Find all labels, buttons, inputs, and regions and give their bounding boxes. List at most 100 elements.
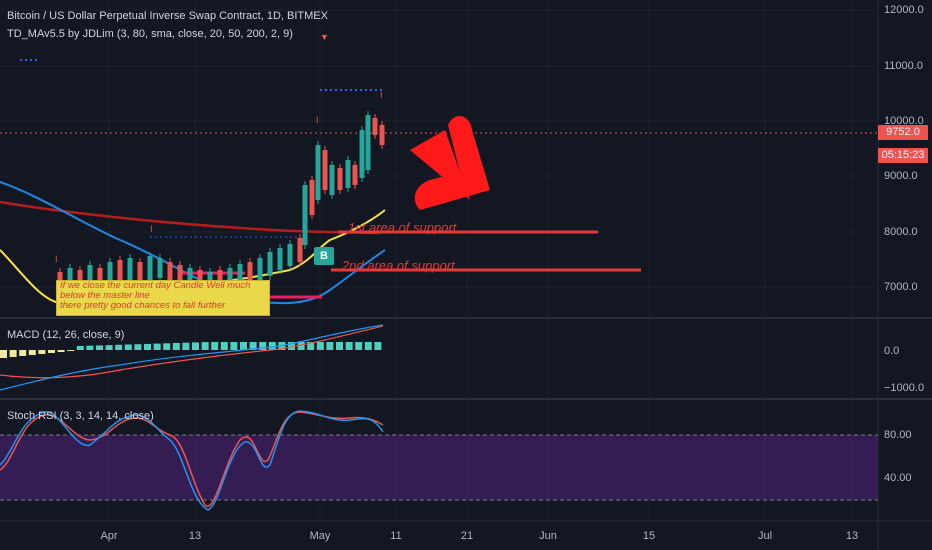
- rsi-axis-label: 40.00: [884, 472, 912, 484]
- note-box[interactable]: [56, 280, 270, 316]
- td-marker-icon: I: [150, 224, 153, 234]
- candle-body: [107, 262, 113, 290]
- macd-histogram-bar: [326, 342, 334, 350]
- td-marker-icon: ▼: [320, 32, 329, 42]
- note-line: there pretty good chances to fall furthe…: [60, 300, 226, 311]
- macd-histogram-bar: [307, 342, 315, 350]
- support-label-2[interactable]: 2nd area of support: [342, 258, 455, 273]
- macd-signal-line: [0, 325, 384, 379]
- candle-body: [117, 260, 123, 285]
- candle-body: [297, 238, 303, 262]
- candle-body: [277, 248, 283, 270]
- rsi-band: [0, 435, 878, 500]
- candle-body: [359, 130, 365, 178]
- candle-body: [247, 262, 253, 285]
- macd-histogram-bar: [182, 342, 190, 350]
- candle-body: [237, 264, 243, 288]
- macd-histogram-bar: [259, 342, 267, 350]
- macd-histogram-bar: [163, 343, 171, 350]
- candle-body: [167, 262, 173, 282]
- macd-title[interactable]: MACD (12, 26, close, 9): [7, 329, 125, 341]
- candle-body: [137, 262, 143, 290]
- macd-histogram-bar: [134, 344, 142, 350]
- candle-body: [315, 145, 321, 200]
- date-label: May: [309, 530, 331, 542]
- macd-histogram-bar: [48, 350, 55, 353]
- date-label: Jun: [539, 530, 557, 542]
- candle-body: [87, 265, 93, 288]
- candle-body: [257, 258, 263, 280]
- macd-histogram-bar: [268, 342, 276, 350]
- macd-histogram-bar: [28, 350, 36, 355]
- price-axis-label: 10000.0: [884, 115, 924, 127]
- macd-histogram-bar: [374, 342, 382, 350]
- countdown-tag: 05:15:23: [878, 148, 928, 163]
- macd-histogram-bar: [67, 350, 75, 351]
- macd-histogram-bar: [115, 344, 123, 350]
- candle-body: [365, 115, 371, 170]
- macd-histogram-bar: [249, 342, 257, 350]
- last-price-tag: 9752.0: [878, 125, 928, 140]
- date-label: 15: [642, 530, 656, 542]
- candle-body: [309, 180, 315, 215]
- macd-histogram-bar: [96, 345, 103, 350]
- support-label-1[interactable]: 1st area of support: [348, 220, 457, 235]
- candle-body: [302, 185, 308, 245]
- price-axis-label: 9000.0: [884, 170, 918, 182]
- candle-body: [267, 252, 273, 276]
- td-marker-icon: I: [55, 254, 58, 264]
- date-label: 13: [845, 530, 859, 542]
- price-axis-label: 8000.0: [884, 226, 918, 238]
- macd-histogram-bar: [297, 342, 305, 350]
- candle-body: [352, 165, 358, 185]
- macd-histogram-bar: [19, 350, 27, 356]
- date-label: 21: [460, 530, 474, 542]
- date-label: Apr: [100, 530, 118, 542]
- indicator-legend[interactable]: TD_MAv5.5 by JDLim (3, 80, sma, close, 2…: [7, 28, 293, 40]
- candle-body: [157, 258, 163, 278]
- note-text: If we close the current day Candle Well …: [60, 281, 270, 311]
- macd-line: [0, 324, 384, 391]
- down-arrow-annotation-icon[interactable]: [410, 115, 490, 210]
- rsi-k-line: [0, 410, 384, 511]
- candle-body: [322, 150, 328, 190]
- macd-histogram-bar: [240, 342, 247, 350]
- macd-histogram-bar: [201, 342, 209, 350]
- macd-histogram-bar: [230, 342, 238, 350]
- macd-histogram-bar: [76, 346, 84, 350]
- macd-histogram-bar: [105, 345, 113, 350]
- price-axis-label: 7000.0: [884, 281, 918, 293]
- candle-body: [345, 160, 351, 188]
- candle-body: [379, 125, 385, 145]
- macd-histogram-bar: [355, 342, 363, 350]
- macd-histogram-bar: [124, 344, 132, 350]
- note-line: If we close the current day Candle Well …: [60, 280, 251, 291]
- candle-body: [337, 168, 343, 190]
- note-line: below the master line: [60, 290, 150, 301]
- rsi-d-line: [0, 411, 384, 507]
- td-marker-icon: I: [316, 115, 319, 125]
- macd-histogram-bar: [86, 345, 94, 350]
- macd-axis-label: 0.0: [884, 345, 900, 357]
- macd-histogram-bar: [0, 350, 7, 358]
- macd-axis-label: −1000.0: [884, 382, 925, 394]
- macd-histogram-bar: [38, 350, 46, 354]
- macd-histogram-bar: [192, 342, 199, 350]
- price-axis-label: 12000.0: [884, 4, 924, 16]
- macd-histogram-bar: [211, 342, 219, 350]
- td-marker-icon: I: [380, 90, 383, 100]
- macd-histogram-bar: [57, 350, 65, 352]
- macd-histogram-bar: [153, 343, 161, 350]
- macd-histogram-bar: [364, 342, 372, 350]
- buy-badge: B: [314, 247, 334, 265]
- macd-histogram-bar: [172, 343, 180, 350]
- chart-title: Bitcoin / US Dollar Perpetual Inverse Sw…: [7, 10, 328, 22]
- date-label: Jul: [757, 530, 773, 542]
- rsi-title[interactable]: Stoch RSI (3, 3, 14, 14, close): [7, 410, 154, 422]
- macd-histogram-bar: [220, 342, 228, 350]
- macd-histogram-bar: [345, 342, 353, 350]
- date-label: 13: [188, 530, 202, 542]
- ma-200-line: [0, 200, 381, 235]
